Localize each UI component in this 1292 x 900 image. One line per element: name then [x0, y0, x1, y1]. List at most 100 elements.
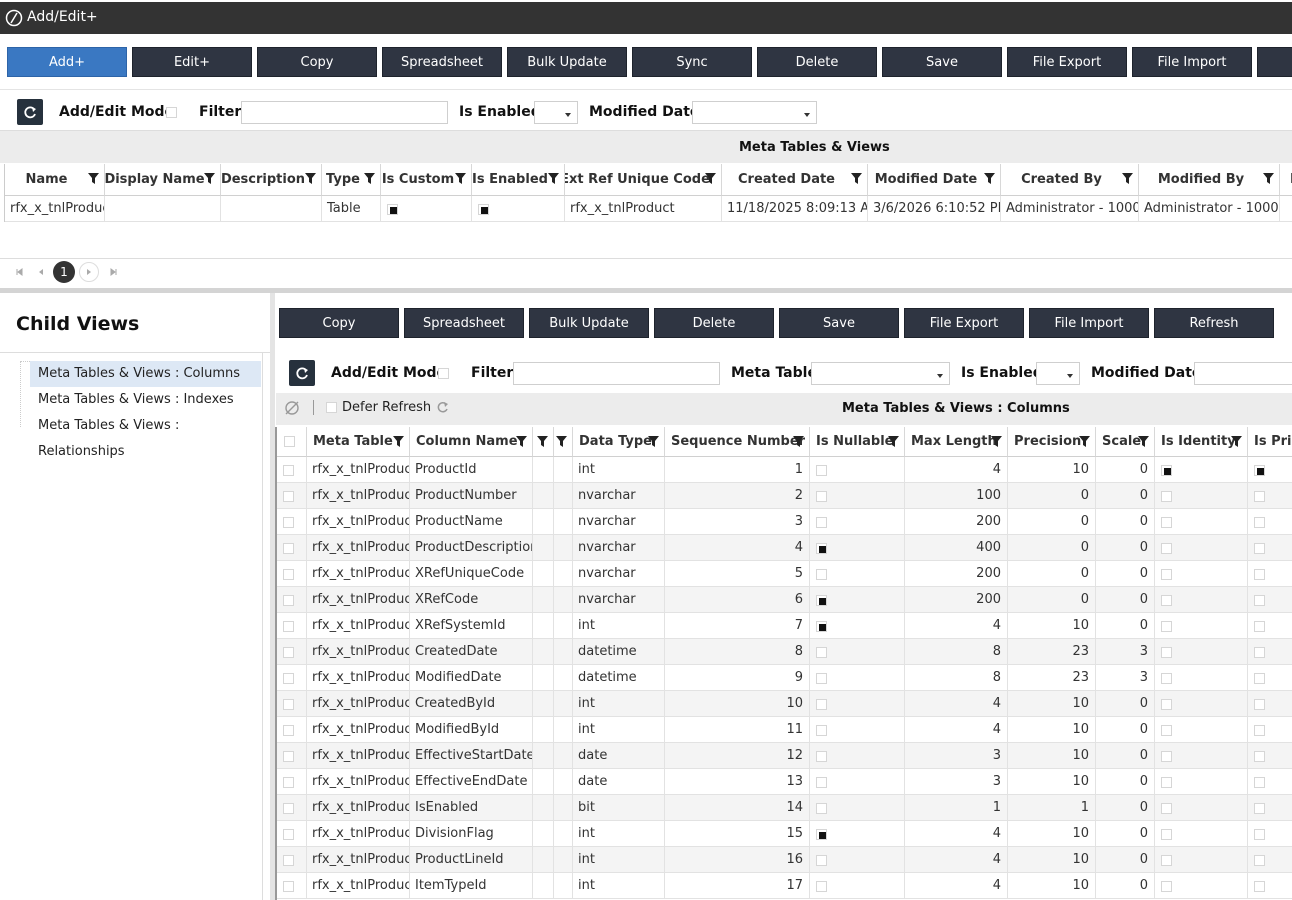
grid-cell[interactable]	[533, 639, 554, 665]
child-toolbar-button[interactable]: Bulk Update	[529, 308, 649, 338]
toolbar-button[interactable]: Save	[882, 47, 1002, 77]
grid-cell[interactable]: rfx_x_tnlProduct	[565, 196, 722, 222]
filter-icon[interactable]	[363, 172, 376, 185]
child-toolbar-button[interactable]: Save	[779, 308, 899, 338]
grid-cell[interactable]	[1248, 535, 1292, 561]
header-cell[interactable]: Modified Date	[868, 164, 1001, 196]
grid-cell[interactable]	[1248, 821, 1292, 847]
grid-cell[interactable]	[1248, 795, 1292, 821]
grid-cell[interactable]: int	[573, 691, 665, 717]
grid-cell[interactable]: DivisionFlag	[410, 821, 533, 847]
grid-cell[interactable]: bit	[573, 795, 665, 821]
filter-icon[interactable]	[850, 172, 863, 185]
filter-input[interactable]	[513, 362, 720, 385]
grid-cell[interactable]: Table	[322, 196, 381, 222]
grid-cell[interactable]	[554, 535, 573, 561]
refresh-button[interactable]	[17, 99, 43, 125]
grid-cell[interactable]: IsEnabled	[410, 795, 533, 821]
grid-cell[interactable]: ProductId	[410, 457, 533, 483]
grid-cell[interactable]: 3	[1096, 665, 1155, 691]
grid-cell[interactable]	[554, 483, 573, 509]
grid-cell[interactable]: rfx_x_tnlProduct	[307, 769, 410, 795]
grid-cell[interactable]	[810, 509, 905, 535]
grid-cell[interactable]	[554, 665, 573, 691]
grid-cell[interactable]: XRefCode	[410, 587, 533, 613]
row-checkbox[interactable]	[283, 829, 294, 840]
grid-cell[interactable]	[1155, 509, 1248, 535]
row-checkbox[interactable]	[283, 621, 294, 632]
grid-cell[interactable]: 10	[665, 691, 810, 717]
header-cell[interactable]	[533, 427, 554, 457]
grid-cell[interactable]: 0	[1096, 691, 1155, 717]
grid-cell[interactable]: rfx_x_tnlProduct	[307, 717, 410, 743]
grid-cell[interactable]	[533, 717, 554, 743]
grid-cell[interactable]: 10	[1008, 691, 1096, 717]
grid-cell[interactable]	[1280, 196, 1292, 222]
grid-cell[interactable]: 8	[665, 639, 810, 665]
grid-cell[interactable]	[554, 743, 573, 769]
grid-cell[interactable]: rfx_x_tnlProduct	[307, 509, 410, 535]
grid-cell[interactable]: rfx_x_tnlProduct	[307, 665, 410, 691]
row-checkbox[interactable]	[283, 673, 294, 684]
toolbar-button[interactable]: Bulk Update	[507, 47, 627, 77]
grid-cell[interactable]: rfx_x_tnlProduct	[307, 795, 410, 821]
select-all[interactable]	[284, 436, 295, 447]
grid-cell[interactable]	[1155, 457, 1248, 483]
grid-cell[interactable]	[533, 743, 554, 769]
grid-cell[interactable]	[810, 665, 905, 691]
grid-cell[interactable]	[1155, 743, 1248, 769]
grid-cell[interactable]: 8	[905, 665, 1008, 691]
grid-cell[interactable]: ItemTypeId	[410, 873, 533, 899]
pager-nav[interactable]	[110, 268, 118, 276]
grid-cell[interactable]	[810, 613, 905, 639]
row-checkbox[interactable]	[283, 777, 294, 788]
filter-icon[interactable]	[392, 435, 405, 448]
filter-icon[interactable]	[304, 172, 317, 185]
grid-cell[interactable]	[221, 196, 322, 222]
toolbar-button[interactable]: Add+	[7, 47, 127, 77]
header-cell[interactable]: Is Nullable	[810, 427, 905, 457]
grid-cell[interactable]: 3	[905, 769, 1008, 795]
row-checkbox[interactable]	[283, 855, 294, 866]
grid-cell[interactable]	[554, 795, 573, 821]
toolbar-button[interactable]: Spreadsheet	[382, 47, 502, 77]
grid-cell[interactable]: ProductNumber	[410, 483, 533, 509]
grid-cell[interactable]: int	[573, 613, 665, 639]
grid-cell[interactable]: 400	[905, 535, 1008, 561]
grid-cell[interactable]: ProductDescription	[410, 535, 533, 561]
grid-cell[interactable]	[554, 873, 573, 899]
filter-icon[interactable]	[203, 172, 216, 185]
header-cell[interactable]: Display Name	[105, 164, 221, 196]
grid-cell[interactable]: 0	[1096, 483, 1155, 509]
grid-cell[interactable]	[1155, 691, 1248, 717]
grid-cell[interactable]: 11	[665, 717, 810, 743]
grid-cell[interactable]: 4	[905, 873, 1008, 899]
grid-cell[interactable]: 10	[1008, 821, 1096, 847]
grid-cell[interactable]	[1248, 457, 1292, 483]
grid-cell[interactable]	[1155, 639, 1248, 665]
grid-cell[interactable]	[554, 457, 573, 483]
header-cell[interactable]: Created By	[1001, 164, 1139, 196]
grid-cell[interactable]: 17	[665, 873, 810, 899]
header-cell[interactable]: Is Identity	[1155, 427, 1248, 457]
grid-cell[interactable]	[554, 717, 573, 743]
toolbar-button[interactable]: File Export	[1007, 47, 1127, 77]
clear-filter[interactable]	[284, 400, 300, 416]
grid-cell[interactable]: rfx_x_tnlProduct	[307, 743, 410, 769]
header-cell[interactable]: Is Enabled	[472, 164, 565, 196]
filter-icon[interactable]	[647, 435, 660, 448]
grid-cell[interactable]	[533, 561, 554, 587]
header-cell[interactable]: Column Name	[410, 427, 533, 457]
grid-cell[interactable]: EffectiveStartDate	[410, 743, 533, 769]
tree-item[interactable]: Meta Tables & Views : Relationships	[38, 418, 180, 459]
grid-cell[interactable]	[1155, 561, 1248, 587]
filter-icon[interactable]	[792, 435, 805, 448]
checkbox[interactable]	[438, 368, 449, 379]
grid-cell[interactable]	[1248, 561, 1292, 587]
grid-cell[interactable]	[810, 847, 905, 873]
grid-cell[interactable]	[1248, 509, 1292, 535]
grid-cell[interactable]	[533, 873, 554, 899]
grid-cell[interactable]: 1	[905, 795, 1008, 821]
grid-cell[interactable]: 10	[1008, 613, 1096, 639]
grid-cell[interactable]	[554, 847, 573, 873]
